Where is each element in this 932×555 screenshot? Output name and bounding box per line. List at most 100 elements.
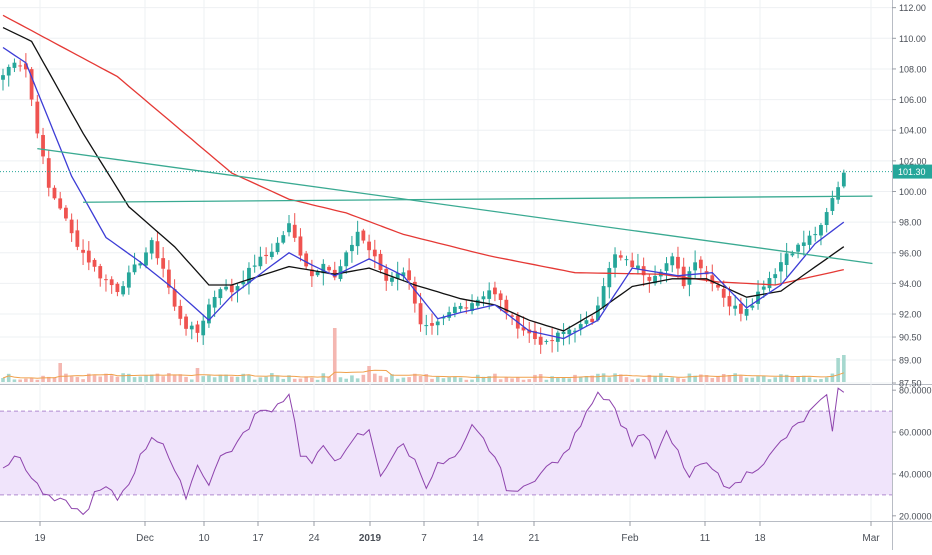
volume-bar [767,379,772,382]
volume-bar [270,373,274,382]
candle-body [721,288,726,298]
candle-body [441,317,446,319]
volume-bar [241,373,246,382]
candle-body [264,254,269,257]
candle-body [81,249,85,253]
candle-body [698,259,703,269]
volume-bar [647,374,652,382]
x-tick-label: 2019 [359,533,382,544]
axis-layer: 19 Dec 10 17 24 2019 7 14 21 Feb 11 18 Mar 112.00 110.… [34,3,932,544]
candle-body [641,266,646,276]
candle-body [178,305,183,319]
candle-body [218,289,223,299]
candle-body [23,63,28,70]
candle-body [595,305,600,321]
candle-body [738,303,743,314]
candle-body [327,266,331,271]
candle-body [138,263,143,266]
candle-body [212,296,217,308]
volume-bar [207,375,211,382]
candle-body [653,275,657,284]
volume-bar [281,378,286,382]
volume-bar [624,377,629,382]
volume-bar [681,378,686,382]
rsi-y-tick-label: 20.0000 [899,511,932,521]
candle-body [618,255,623,258]
volume-bar [252,379,257,382]
x-tick-label: 24 [308,533,320,544]
volume-bar [498,379,503,382]
volume-layer [1,328,846,382]
y-tick-label: 96.00 [899,248,922,258]
candle-body [824,212,829,226]
candle-body [69,219,74,234]
candle-body [407,270,412,281]
candle-body [189,325,194,330]
candle-body [676,256,680,269]
volume-bar [315,379,320,382]
rsi-y-tick-label: 80.0000 [899,386,932,396]
candle-body [229,284,234,293]
y-tick-label: 98.00 [899,218,922,228]
candle-body [166,269,171,288]
volume-ma-line [2,369,844,379]
candle-body [750,305,755,308]
volume-bar [413,373,417,382]
volume-bar [710,378,715,382]
rsi-band-layer [0,410,892,496]
volume-bar [704,375,709,382]
volume-bar [561,377,566,382]
candle-body [584,320,589,324]
volume-bar [618,374,623,382]
candle-body [390,277,394,282]
volume-bar [121,373,125,382]
candle-body [304,253,309,267]
volume-bar [373,373,377,382]
y-tick-label: 102.00 [899,156,927,166]
volume-bar [355,378,360,382]
volume-bar [287,375,291,382]
candle-body [424,325,429,327]
volume-bar [779,374,783,382]
volume-bar [350,375,354,382]
indicator-lines-layer [0,14,892,516]
candle-body [75,230,80,247]
volume-bar [12,379,17,382]
volume-bar [390,374,394,382]
volume-bar [247,374,251,382]
candle-body [681,266,686,287]
volume-bar [750,377,755,382]
volume-bar [607,377,612,382]
candle-body [830,198,835,211]
candle-body [836,187,841,200]
volume-bar [18,379,22,382]
volume-bar [418,376,423,382]
candle-body [756,291,760,304]
rsi-y-tick-label: 60.0000 [899,428,932,438]
candle-body [458,305,463,309]
volume-bar [46,376,51,382]
candle-body [613,254,617,268]
volume-bar [721,374,726,382]
volume-bar [69,376,74,382]
volume-bar [727,375,732,382]
volume-bar [441,378,446,382]
volume-bar [401,377,406,382]
candle-body [544,340,549,342]
y-tick-label: 87.50 [899,379,922,389]
volume-bar [830,373,835,382]
candle-body [430,323,434,326]
candle-body [487,290,492,299]
volume-bar [481,376,486,382]
volume-bar [659,373,663,382]
candle-body [578,324,583,329]
candle-body [533,330,537,340]
candle-body [172,289,177,307]
candle-body [475,299,480,306]
candle-body [298,236,303,256]
candle-body [132,264,137,273]
volume-bar [458,377,463,382]
candle-body [401,272,406,277]
candle-body [624,259,629,261]
candle-body [418,303,423,325]
